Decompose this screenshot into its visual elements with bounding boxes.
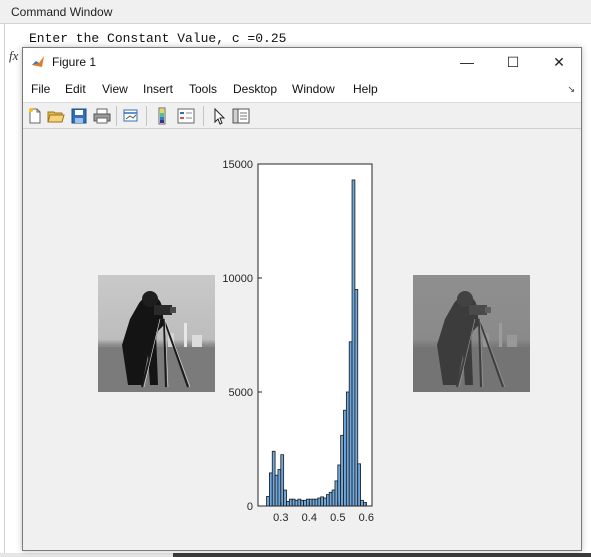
matlab-logo-icon (31, 55, 45, 69)
y-tick-label: 5000 (229, 387, 253, 399)
toolbar-separator (203, 106, 204, 126)
histogram-bar (311, 498, 316, 507)
histogram-bar (303, 499, 307, 507)
close-button[interactable]: ✕ (553, 53, 565, 70)
histogram-bar (286, 501, 290, 507)
menu-insert[interactable]: Insert (143, 82, 174, 96)
histogram-bar (314, 498, 319, 507)
histogram-bar (288, 498, 293, 507)
command-output-line: Enter the Constant Value, c =0.25 (29, 31, 287, 46)
maximize-button[interactable]: ☐ (506, 53, 520, 70)
dock-arrow-icon[interactable]: ↘ (567, 84, 575, 94)
new-figure-icon[interactable] (26, 107, 44, 125)
y-tick-label: 0 (247, 501, 253, 513)
histogram-bar (317, 497, 322, 507)
menu-window[interactable]: Window (292, 82, 335, 96)
print-icon[interactable] (93, 107, 111, 125)
figure-toolbar (23, 102, 581, 129)
histogram-bar (269, 472, 273, 507)
histogram-bar (326, 494, 330, 507)
histogram-bar (271, 450, 276, 507)
menu-view[interactable]: View (102, 82, 128, 96)
link-plot-icon[interactable] (122, 107, 140, 125)
x-axis-ticks: 0.3 0.4 0.5 0.6 (273, 502, 374, 521)
histogram-bar (266, 496, 270, 507)
open-file-icon[interactable] (47, 107, 65, 125)
toolbar-separator (116, 106, 117, 126)
histogram-bar (300, 499, 304, 507)
legend-icon[interactable] (177, 107, 195, 125)
histogram-bar (348, 341, 353, 507)
command-window-left-border (4, 24, 5, 557)
histogram-bar (343, 409, 347, 507)
figure-title: Figure 1 (52, 55, 97, 69)
histogram-bar (354, 288, 359, 507)
taskbar-strip (173, 553, 591, 557)
transformed-cameraman-image (413, 275, 530, 392)
histogram-bar (294, 499, 299, 507)
histogram-bar (297, 498, 302, 507)
command-window-header: Command Window (0, 0, 591, 24)
histogram-bar (360, 499, 364, 507)
histogram-bar (357, 463, 361, 507)
histogram-chart: 0 5000 10000 15000 0.3 0.4 0.5 0.6 (222, 159, 374, 521)
histogram-bar (331, 489, 336, 507)
histogram-bar (337, 464, 342, 507)
menu-tools[interactable]: Tools (189, 82, 218, 96)
menu-edit[interactable]: Edit (65, 82, 86, 96)
histogram-bar (351, 179, 356, 507)
original-cameraman-image (98, 275, 215, 392)
menu-desktop[interactable]: Desktop (233, 82, 278, 96)
menu-help[interactable]: Help (353, 82, 378, 96)
colorbar-icon[interactable] (153, 107, 171, 125)
menu-file[interactable]: File (31, 82, 51, 96)
x-tick-label: 0.6 (359, 512, 374, 521)
histogram-bar (277, 469, 282, 507)
histogram-bar (345, 391, 350, 507)
histogram-bar (328, 491, 333, 507)
figure-window[interactable]: Figure 1 — ☐ ✕ File Edit View Insert Too… (22, 47, 582, 551)
minimize-button[interactable]: — (460, 54, 474, 70)
histogram-bar (274, 474, 279, 507)
histogram-bar (323, 497, 327, 507)
pointer-icon[interactable] (210, 107, 228, 125)
figure-menubar: File Edit View Insert Tools Desktop Wind… (23, 76, 581, 102)
y-tick-label: 10000 (222, 273, 253, 285)
x-tick-label: 0.4 (302, 512, 317, 521)
y-tick-label: 15000 (222, 159, 253, 171)
histogram-bar (320, 496, 324, 507)
histogram-bar (280, 454, 285, 507)
status-bar (0, 553, 591, 557)
figure-canvas[interactable]: 0 5000 10000 15000 0.3 0.4 0.5 0.6 (23, 129, 581, 550)
fx-icon[interactable]: fx (9, 48, 19, 63)
command-window-title: Command Window (11, 5, 113, 19)
toolbar-separator (146, 106, 147, 126)
save-icon[interactable] (70, 107, 88, 125)
histogram-bar (291, 498, 296, 507)
y-axis-ticks: 0 5000 10000 15000 (222, 159, 262, 513)
x-tick-label: 0.3 (273, 512, 288, 521)
figure-titlebar[interactable]: Figure 1 — ☐ ✕ (23, 48, 581, 76)
histogram-bar (340, 434, 344, 507)
histogram-bar (283, 489, 287, 507)
property-editor-icon[interactable] (232, 107, 250, 125)
histogram-bars (266, 179, 367, 507)
x-tick-label: 0.5 (330, 512, 345, 521)
